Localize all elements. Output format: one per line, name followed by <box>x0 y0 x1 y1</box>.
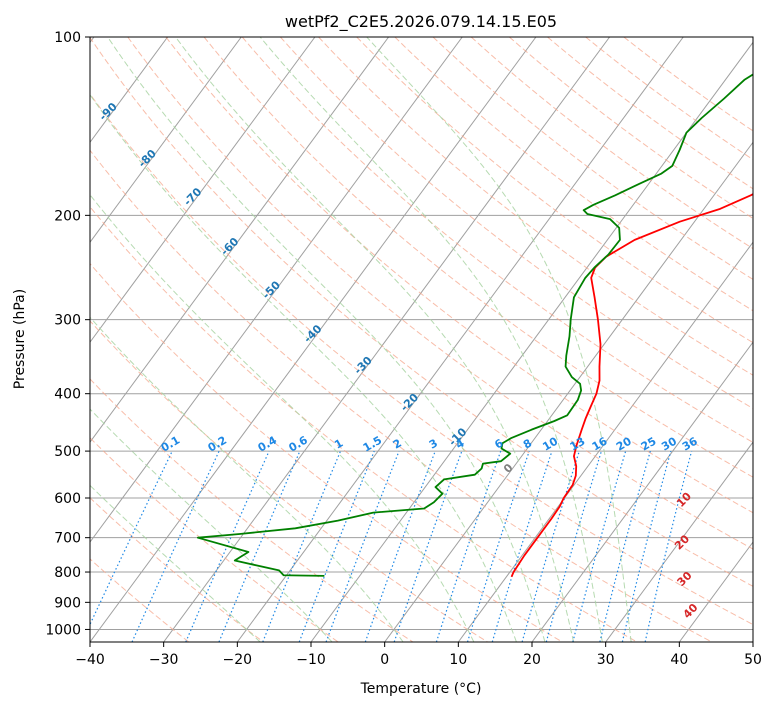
mixing-ratio-line <box>644 450 693 642</box>
y-tick-label: 800 <box>54 565 81 581</box>
moist-adiabat-line <box>90 484 261 642</box>
dry-adiabat-line <box>90 206 638 642</box>
temperature-profile-line <box>510 193 753 578</box>
y-tick-label: 700 <box>54 531 81 547</box>
mixing-ratio-line <box>435 450 502 642</box>
dry-adiabat-line <box>90 378 414 642</box>
mixing-ratio-line <box>298 450 375 642</box>
y-tick-label: 600 <box>54 491 81 507</box>
x-tick-label: 40 <box>670 652 688 668</box>
mixing-ratio-line <box>599 450 651 642</box>
isotherm-line <box>236 37 684 642</box>
dry-adiabat-line <box>90 149 712 642</box>
mixing-ratio-line <box>491 450 553 642</box>
moist-adiabat-line <box>90 408 333 642</box>
isotherm-line <box>163 37 611 642</box>
y-axis: 100 200 300 400 500 600 700 800 900 1000 <box>45 30 90 638</box>
y-tick-label: 300 <box>54 313 81 329</box>
dry-adiabat-line <box>90 37 753 587</box>
x-tick-label: 0 <box>380 652 389 668</box>
isotherm-line <box>457 241 753 642</box>
x-tick-label: 20 <box>523 652 541 668</box>
dry-adiabat-line <box>470 37 753 250</box>
dry-adiabat-line <box>356 37 753 344</box>
plot-frame <box>89 36 754 643</box>
dry-adiabat-line <box>203 37 753 478</box>
dry-adiabat-line <box>90 437 339 642</box>
x-axis: −40 −30 −20 −10 0 10 20 30 40 50 <box>75 642 762 668</box>
dry-adiabat-line <box>90 320 488 642</box>
dry-adiabat-line <box>90 93 753 626</box>
y-tick-label: 500 <box>54 444 81 460</box>
x-tick-label: 50 <box>744 652 762 668</box>
moist-adiabat-line <box>90 93 517 642</box>
x-tick-label: 30 <box>597 652 615 668</box>
x-tick-label: 10 <box>449 652 467 668</box>
dry-adiabat-line <box>241 37 753 444</box>
mixing-ratio-line <box>521 450 580 642</box>
dewpoint-profile-line <box>196 73 753 577</box>
y-tick-label: 100 <box>54 30 81 46</box>
dry-adiabat-line <box>432 37 753 280</box>
mixing-ratio-line <box>185 450 270 642</box>
dry-adiabat-line <box>547 37 753 190</box>
x-axis-label: Temperature (°C) <box>360 681 482 697</box>
x-tick-label: −40 <box>75 652 105 668</box>
isotherm-line <box>90 37 537 642</box>
mixing-ratio-line <box>325 450 400 642</box>
x-tick-label: −10 <box>296 652 326 668</box>
mixing-ratio-line <box>393 450 463 642</box>
isotherm-line <box>90 37 316 344</box>
dry-adiabat-line <box>318 37 753 376</box>
isotherm-line <box>384 141 753 642</box>
mixing-ratio-line <box>262 450 342 642</box>
isotherm-line <box>90 37 242 244</box>
profile-series <box>196 73 753 578</box>
y-tick-label: 900 <box>54 595 81 611</box>
moist-adiabat-line <box>366 37 632 642</box>
x-tick-label: −20 <box>223 652 253 668</box>
dry-adiabat-line <box>90 497 264 642</box>
moist-adiabat-line <box>90 194 475 642</box>
moist-adiabat-line <box>107 37 546 642</box>
isotherm-line <box>605 441 753 642</box>
moist-adiabat-line <box>90 316 404 642</box>
chart-title: wetPf2_C2E5.2026.079.14.15.E05 <box>285 12 557 32</box>
mixing-ratio-line <box>572 450 627 642</box>
y-tick-label: 400 <box>54 387 81 403</box>
isotherm-line <box>310 41 753 642</box>
isotherm-line <box>90 37 169 144</box>
mixing-ratio-line <box>545 450 602 642</box>
isotherm-line <box>531 341 753 642</box>
dry-adiabat-line <box>90 262 563 642</box>
y-tick-label: 200 <box>54 208 81 224</box>
isotherm-line <box>90 37 463 543</box>
y-tick-label: 1000 <box>45 622 81 638</box>
mixing-ratio-line <box>466 450 530 642</box>
dry-adiabat-line <box>280 37 753 410</box>
y-axis-label: Pressure (hPa) <box>12 289 28 389</box>
isotherm-line <box>90 37 390 443</box>
moist-adiabat-line <box>175 37 575 642</box>
dry-adiabat-line <box>127 37 753 550</box>
x-tick-label: −30 <box>149 652 179 668</box>
mixing-ratio-line <box>364 450 436 642</box>
mixing-ratio-line <box>621 450 672 642</box>
